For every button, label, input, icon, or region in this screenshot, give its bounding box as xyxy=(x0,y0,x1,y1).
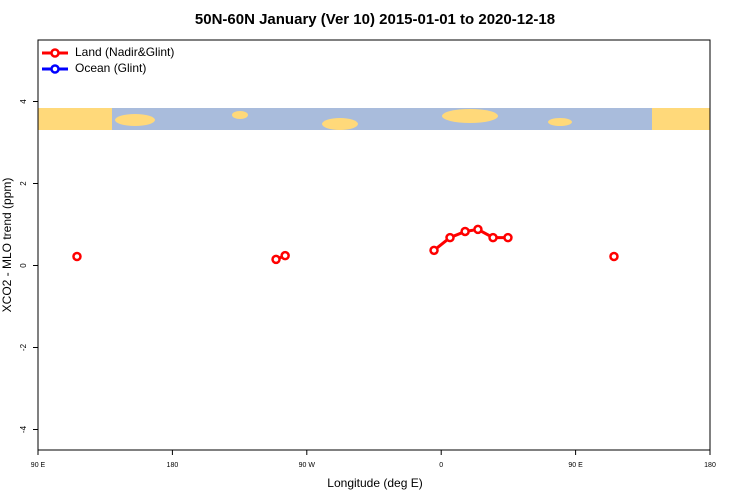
x-tick-label: 180 xyxy=(167,462,179,469)
legend-swatch xyxy=(50,64,60,74)
x-tick-label: 180 xyxy=(704,462,716,469)
y-tick-label: 4 xyxy=(19,99,28,104)
chart-title: 50N-60N January (Ver 10) 2015-01-01 to 2… xyxy=(195,11,555,28)
y-tick-label: -2 xyxy=(19,343,28,351)
y-tick-label: 0 xyxy=(19,263,28,268)
plot-frame xyxy=(37,39,711,451)
data-point xyxy=(445,232,455,243)
data-point xyxy=(429,245,439,256)
x-tick-label: 90 E xyxy=(31,462,46,469)
data-point xyxy=(488,232,498,243)
data-point xyxy=(280,250,290,261)
map-band xyxy=(38,108,710,130)
y-tick-label: -4 xyxy=(19,425,28,433)
legend-label: Land (Nadir&Glint) xyxy=(75,45,174,59)
y-tick-label: 2 xyxy=(19,181,28,186)
legend-swatch xyxy=(50,48,60,58)
data-point xyxy=(460,226,470,237)
y-axis-label: XCO2 - MLO trend (ppm) xyxy=(0,178,14,313)
x-tick-label: 90 E xyxy=(568,462,583,469)
x-axis-label: Longitude (deg E) xyxy=(327,476,422,490)
data-point xyxy=(609,251,619,262)
data-point xyxy=(72,251,82,262)
data-point xyxy=(503,232,513,243)
x-tick-label: 0 xyxy=(439,462,443,469)
data-point xyxy=(271,254,281,265)
data-point xyxy=(473,224,483,235)
x-tick-label: 90 W xyxy=(299,462,316,469)
legend-label: Ocean (Glint) xyxy=(75,61,146,75)
